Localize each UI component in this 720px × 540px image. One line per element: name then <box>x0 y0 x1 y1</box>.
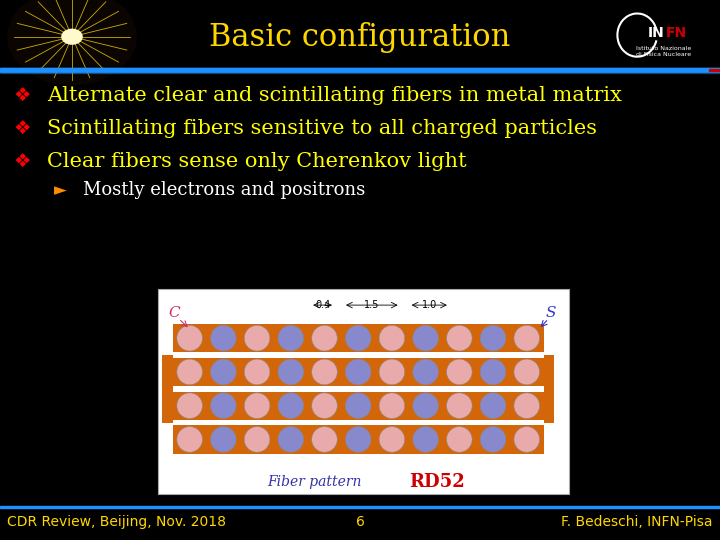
Ellipse shape <box>480 359 506 384</box>
Ellipse shape <box>413 427 438 453</box>
Ellipse shape <box>177 427 202 453</box>
Text: Mostly electrons and positrons: Mostly electrons and positrons <box>83 181 365 199</box>
Text: 1.5: 1.5 <box>364 300 379 310</box>
Bar <box>0 68 720 69</box>
Ellipse shape <box>446 393 472 418</box>
Ellipse shape <box>278 359 304 384</box>
Bar <box>0 506 720 508</box>
Text: ❖: ❖ <box>13 86 30 105</box>
Bar <box>0 70 720 71</box>
Text: C: C <box>168 306 180 320</box>
Ellipse shape <box>278 427 304 453</box>
Text: Basic configuration: Basic configuration <box>210 22 510 53</box>
Ellipse shape <box>312 359 337 384</box>
Ellipse shape <box>446 325 472 351</box>
Bar <box>173 426 544 454</box>
Text: ❖: ❖ <box>13 119 30 138</box>
Text: di Fisica Nucleare: di Fisica Nucleare <box>636 51 691 57</box>
Bar <box>173 324 544 352</box>
Ellipse shape <box>480 427 506 453</box>
Bar <box>158 289 569 494</box>
Ellipse shape <box>379 325 405 351</box>
Bar <box>0 69 720 71</box>
Ellipse shape <box>244 393 270 418</box>
Ellipse shape <box>379 427 405 453</box>
Text: 0.4: 0.4 <box>315 300 330 310</box>
Bar <box>173 392 544 420</box>
Ellipse shape <box>177 393 202 418</box>
Ellipse shape <box>514 427 539 453</box>
Text: 1.0: 1.0 <box>422 300 437 310</box>
Text: Clear fibers sense only Cherenkov light: Clear fibers sense only Cherenkov light <box>47 152 467 171</box>
Bar <box>0 69 720 70</box>
Ellipse shape <box>312 427 337 453</box>
Ellipse shape <box>480 393 506 418</box>
Circle shape <box>61 29 83 45</box>
Text: ❖: ❖ <box>13 152 30 171</box>
Ellipse shape <box>346 325 371 351</box>
Bar <box>0 70 720 72</box>
Ellipse shape <box>514 393 539 418</box>
Text: Scintillating fibers sensitive to all charged particles: Scintillating fibers sensitive to all ch… <box>47 119 597 138</box>
Text: CDR Review, Beijing, Nov. 2018: CDR Review, Beijing, Nov. 2018 <box>7 515 226 529</box>
Ellipse shape <box>177 325 202 351</box>
Text: FN: FN <box>665 26 686 40</box>
Bar <box>0 71 720 72</box>
Ellipse shape <box>278 325 304 351</box>
Ellipse shape <box>210 393 236 418</box>
Bar <box>162 355 173 422</box>
Bar <box>544 355 554 422</box>
Ellipse shape <box>446 427 472 453</box>
Ellipse shape <box>446 359 472 384</box>
Ellipse shape <box>312 393 337 418</box>
Bar <box>0 68 720 70</box>
Ellipse shape <box>244 359 270 384</box>
Ellipse shape <box>244 325 270 351</box>
Text: ►: ► <box>54 181 67 199</box>
Ellipse shape <box>278 393 304 418</box>
Text: S: S <box>546 306 556 320</box>
Ellipse shape <box>177 359 202 384</box>
Ellipse shape <box>413 359 438 384</box>
Text: 6: 6 <box>356 515 364 529</box>
Ellipse shape <box>210 359 236 384</box>
Ellipse shape <box>514 359 539 384</box>
Text: RD52: RD52 <box>410 473 465 491</box>
Ellipse shape <box>210 325 236 351</box>
Ellipse shape <box>244 427 270 453</box>
Ellipse shape <box>346 427 371 453</box>
Bar <box>173 357 544 386</box>
Ellipse shape <box>379 393 405 418</box>
Ellipse shape <box>346 393 371 418</box>
Ellipse shape <box>312 325 337 351</box>
Text: F. Bedeschi, INFN-Pisa: F. Bedeschi, INFN-Pisa <box>562 515 713 529</box>
Bar <box>0 69 720 71</box>
Bar <box>0 71 720 73</box>
Text: Fiber pattern: Fiber pattern <box>267 475 361 489</box>
Ellipse shape <box>346 359 371 384</box>
Text: Alternate clear and scintillating fibers in metal matrix: Alternate clear and scintillating fibers… <box>47 86 621 105</box>
Ellipse shape <box>210 427 236 453</box>
Ellipse shape <box>480 325 506 351</box>
Ellipse shape <box>379 359 405 384</box>
Ellipse shape <box>514 325 539 351</box>
Bar <box>709 69 720 71</box>
Ellipse shape <box>413 393 438 418</box>
Circle shape <box>7 0 137 85</box>
Text: 1.5: 1.5 <box>580 376 595 386</box>
Text: Istituto Nazionale: Istituto Nazionale <box>636 46 691 51</box>
Ellipse shape <box>413 325 438 351</box>
Text: IN: IN <box>648 26 665 40</box>
